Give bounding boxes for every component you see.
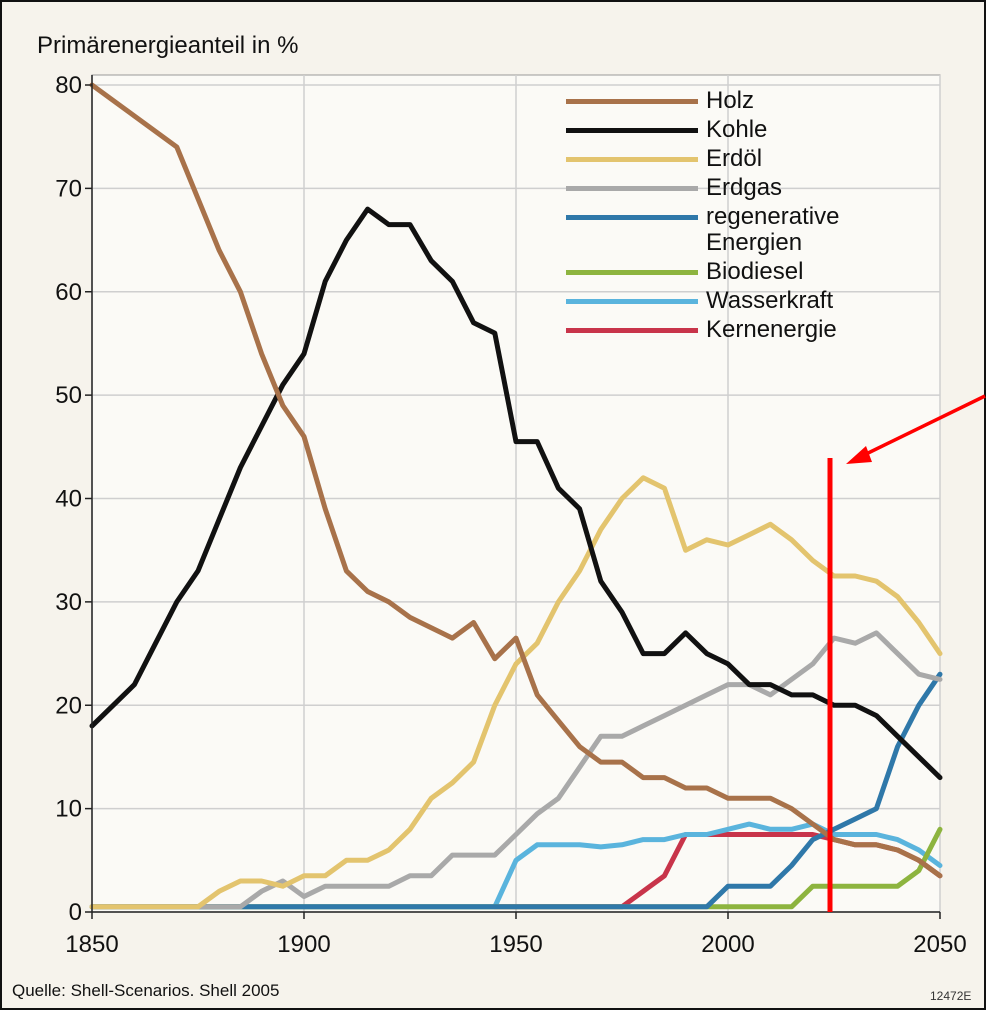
legend-swatch xyxy=(566,128,698,133)
legend-item: Kernenergie xyxy=(566,317,906,343)
y-tick-label: 20 xyxy=(55,692,82,719)
lines xyxy=(89,82,943,910)
x-tick-label: 2000 xyxy=(701,931,754,958)
y-tick-label: 80 xyxy=(55,72,82,99)
legend-swatch xyxy=(566,328,698,333)
y-tick-label: 30 xyxy=(55,589,82,616)
legend-label: Erdgas xyxy=(706,174,783,201)
y-tick-label: 60 xyxy=(55,279,82,306)
annotation-arrowhead xyxy=(846,446,872,464)
series-line xyxy=(89,82,943,879)
legend-item: Holz xyxy=(566,88,906,114)
legend-item: regenerative Energien xyxy=(566,204,906,256)
legend-swatch xyxy=(566,186,698,191)
legend: Holz Kohle Erdöl Erdgas regenerative Energie… xyxy=(566,88,906,346)
y-tick-label: 50 xyxy=(55,382,82,409)
annotation-arrow xyxy=(861,394,986,458)
legend-swatch xyxy=(566,270,698,275)
grid xyxy=(91,75,941,913)
legend-label: Biodiesel xyxy=(706,258,804,285)
legend-label: regenerative Energien xyxy=(706,203,840,256)
legend-label: Erdöl xyxy=(706,145,763,172)
x-tick-label: 2050 xyxy=(913,931,966,958)
y-tick-label: 0 xyxy=(69,899,82,926)
legend-item: Biodiesel xyxy=(566,259,906,285)
legend-label: Holz xyxy=(706,87,755,114)
legend-item: Wasserkraft xyxy=(566,288,906,314)
legend-item: Erdöl xyxy=(566,146,906,172)
legend-swatch xyxy=(566,215,698,220)
legend-label: Kernenergie xyxy=(706,316,837,343)
y-axis-title: Primärenergieanteil in % xyxy=(37,32,298,59)
legend-item: Erdgas xyxy=(566,175,906,201)
legend-swatch xyxy=(566,157,698,162)
y-tick-label: 40 xyxy=(55,486,82,513)
code: 12472E xyxy=(930,989,971,1003)
x-tick-label: 1900 xyxy=(277,931,330,958)
ticks: 0 10 20 30 40 50 60 70 80 1850 1900 1950 2000 2050 xyxy=(55,72,966,958)
legend-swatch xyxy=(566,99,698,104)
legend-label: Wasserkraft xyxy=(706,287,834,314)
legend-label: Kohle xyxy=(706,116,768,143)
legend-swatch xyxy=(566,299,698,304)
series-line xyxy=(89,206,943,781)
series-line xyxy=(89,630,943,910)
y-tick-label: 10 xyxy=(55,796,82,823)
x-tick-label: 1850 xyxy=(65,931,118,958)
source: Quelle: Shell-Scenarios. Shell 2005 xyxy=(12,981,279,1000)
y-tick-label: 70 xyxy=(55,175,82,202)
series-line xyxy=(89,475,943,910)
x-tick-label: 1950 xyxy=(489,931,542,958)
legend-item: Kohle xyxy=(566,117,906,143)
